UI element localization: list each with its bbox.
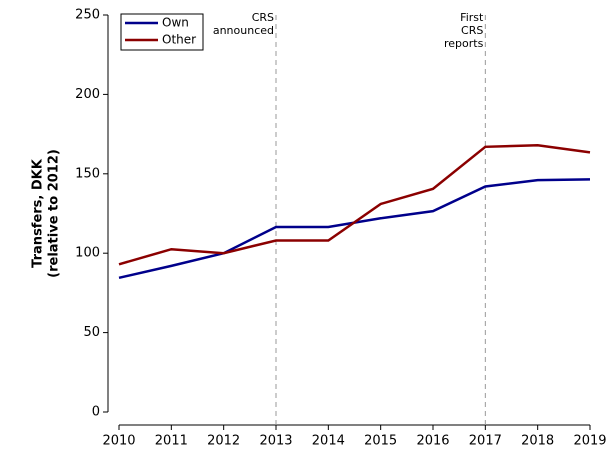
y-tick-label: 100 xyxy=(75,246,100,261)
y-axis-label: Transfers, DKK xyxy=(31,158,46,268)
legend-label: Other xyxy=(162,33,196,47)
x-tick-label: 2010 xyxy=(102,434,135,449)
annotation-text: CRS xyxy=(252,11,274,24)
y-axis-label: (relative to 2012) xyxy=(47,149,62,278)
series-line xyxy=(118,178,591,280)
annotation-text: First xyxy=(460,11,484,24)
x-tick-label: 2011 xyxy=(155,434,188,449)
annotation-text: announced xyxy=(213,24,274,37)
legend-box xyxy=(120,13,204,51)
x-tick-label: 2018 xyxy=(521,434,554,449)
x-tick-label: 2014 xyxy=(312,434,345,449)
x-tick-label: 2017 xyxy=(469,434,502,449)
y-tick-label: 50 xyxy=(83,325,100,340)
y-tick-label: 250 xyxy=(75,8,100,23)
y-tick-label: 150 xyxy=(75,166,100,181)
x-tick-label: 2013 xyxy=(259,434,292,449)
x-tick-label: 2012 xyxy=(207,434,240,449)
annotation-text: reports xyxy=(444,37,484,50)
x-tick-label: 2019 xyxy=(573,434,606,449)
legend-label: Own xyxy=(162,16,189,30)
series-line xyxy=(118,143,591,266)
x-tick-label: 2015 xyxy=(364,434,397,449)
y-tick-label: 0 xyxy=(92,405,100,420)
annotation-text: CRS xyxy=(461,24,483,37)
y-tick-label: 200 xyxy=(75,87,100,102)
x-tick-label: 2016 xyxy=(416,434,449,449)
